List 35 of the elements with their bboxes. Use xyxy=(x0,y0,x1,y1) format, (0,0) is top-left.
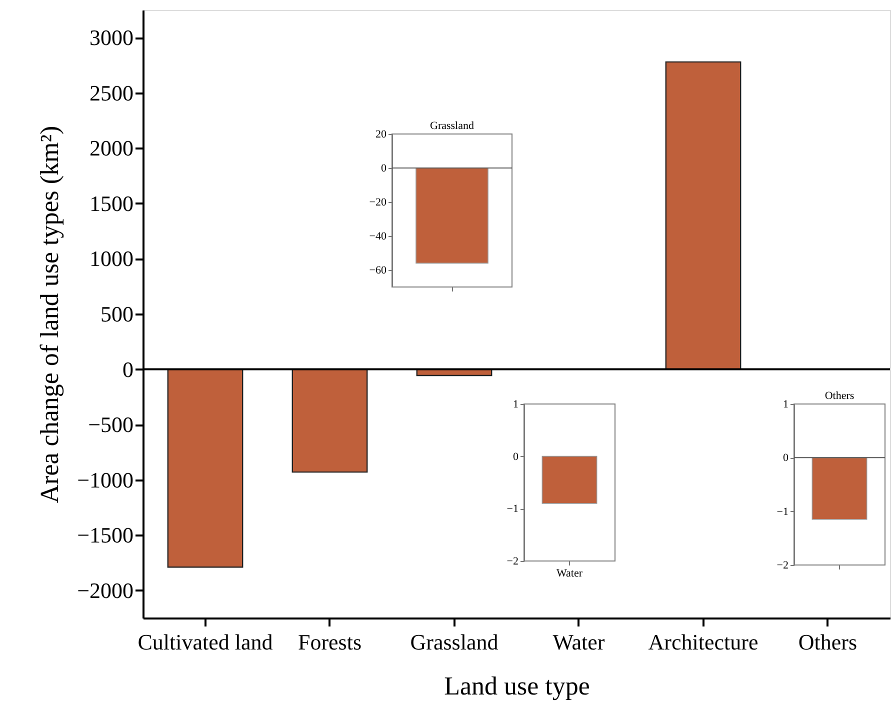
y-tick-label: 1 xyxy=(513,398,518,410)
x-tick-label: Water xyxy=(556,568,583,580)
y-tick-label: 2000 xyxy=(90,136,134,161)
y-tick-label: 2500 xyxy=(90,80,134,106)
y-tick-label: −20 xyxy=(369,196,387,208)
y-tick-label: 0 xyxy=(381,162,387,174)
x-tick-label: Grassland xyxy=(410,630,498,654)
x-tick-label: Others xyxy=(798,630,858,654)
chart-title: Others xyxy=(824,390,854,402)
chart-title: Grassland xyxy=(430,120,474,132)
y-tick-label: −1500 xyxy=(77,522,134,548)
y-tick-label: −2 xyxy=(776,560,788,572)
y-tick-label: 1500 xyxy=(90,190,134,216)
y-tick-label: −2 xyxy=(506,556,518,568)
y-tick-label: −60 xyxy=(369,264,387,276)
x-tick-label: Architecture xyxy=(648,630,758,654)
y-tick-label: −1 xyxy=(506,503,518,516)
y-tick-label: 500 xyxy=(100,302,134,326)
y-tick-label: −1 xyxy=(776,506,788,518)
x-axis-title: Land use type xyxy=(444,672,590,700)
y-axis-title: Area change of land use types (km²) xyxy=(35,126,64,504)
y-tick-label: 0 xyxy=(513,450,519,463)
x-tick-label: Forests xyxy=(298,630,362,654)
y-tick-label: −2000 xyxy=(77,578,134,603)
y-tick-label: 0 xyxy=(122,356,134,382)
y-tick-label: 1 xyxy=(783,398,788,410)
x-tick-label: Cultivated land xyxy=(138,630,273,654)
y-tick-label: −40 xyxy=(369,230,387,242)
y-tick-label: 1000 xyxy=(90,246,134,272)
x-tick-label: Water xyxy=(552,630,606,654)
y-tick-label: 3000 xyxy=(90,25,134,50)
y-tick-label: 20 xyxy=(376,128,387,140)
y-tick-label: −500 xyxy=(88,412,134,438)
y-tick-label: −1000 xyxy=(77,467,134,492)
y-tick-label: 0 xyxy=(783,452,789,464)
